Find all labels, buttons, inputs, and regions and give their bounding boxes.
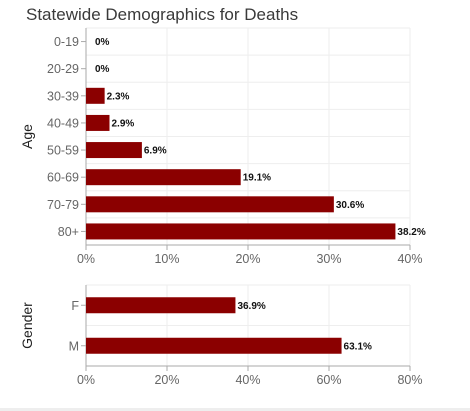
age-data-label: 0% — [95, 64, 110, 75]
gender-category-label: F — [71, 299, 79, 313]
gender-x-tick-label: 60% — [316, 373, 341, 387]
age-category-label: 30-39 — [47, 89, 79, 103]
age-category-label: 40-49 — [47, 116, 79, 130]
gender-data-label: 63.1% — [344, 341, 372, 352]
age-x-tick-label: 40% — [397, 252, 422, 266]
age-bar — [86, 223, 396, 240]
gender-chart-panel: 0% 20% 40% 60% 80% F 36.9% M 63.1% Gender — [19, 284, 423, 387]
bottom-divider — [0, 408, 470, 411]
age-bar — [86, 142, 142, 159]
age-x-tick-label: 0% — [77, 252, 95, 266]
chart-title: Statewide Demographics for Deaths — [26, 5, 299, 24]
age-data-label: 19.1% — [243, 173, 271, 184]
age-y-axis-title: Age — [19, 124, 35, 149]
age-data-label: 2.3% — [107, 91, 130, 102]
age-data-label: 30.6% — [336, 200, 364, 211]
age-bar — [86, 114, 110, 131]
age-data-label: 6.9% — [144, 146, 167, 157]
gender-x-tick-label: 80% — [397, 373, 422, 387]
age-category-label: 50-59 — [47, 144, 79, 158]
gender-x-tick-label: 40% — [235, 373, 260, 387]
age-bar — [86, 196, 334, 213]
gender-x-tick-label: 0% — [77, 373, 95, 387]
age-category-label: 0-19 — [54, 35, 79, 49]
age-data-label: 2.9% — [111, 118, 134, 129]
gender-bar — [86, 297, 236, 314]
gender-category-label: M — [69, 339, 79, 353]
gender-bar — [86, 337, 342, 354]
gender-x-tick-label: 20% — [154, 373, 179, 387]
age-x-tick-label: 20% — [235, 252, 260, 266]
age-chart-panel: 0% 10% 20% 30% 40% 0-19 0% 20-29 0% 30-39 2.3% 40-4… — [19, 27, 426, 266]
age-data-label: 0% — [95, 37, 110, 48]
age-data-label: 38.2% — [397, 227, 425, 238]
gender-y-axis-title: Gender — [19, 302, 35, 349]
age-category-label: 80+ — [58, 225, 79, 239]
age-x-tick-label: 30% — [316, 252, 341, 266]
gender-data-label: 36.9% — [237, 301, 265, 312]
age-category-label: 20-29 — [47, 62, 79, 76]
age-bar — [86, 87, 105, 104]
age-bar — [86, 169, 241, 186]
age-category-label: 60-69 — [47, 171, 79, 185]
age-category-label: 70-79 — [47, 198, 79, 212]
age-x-tick-label: 10% — [154, 252, 179, 266]
